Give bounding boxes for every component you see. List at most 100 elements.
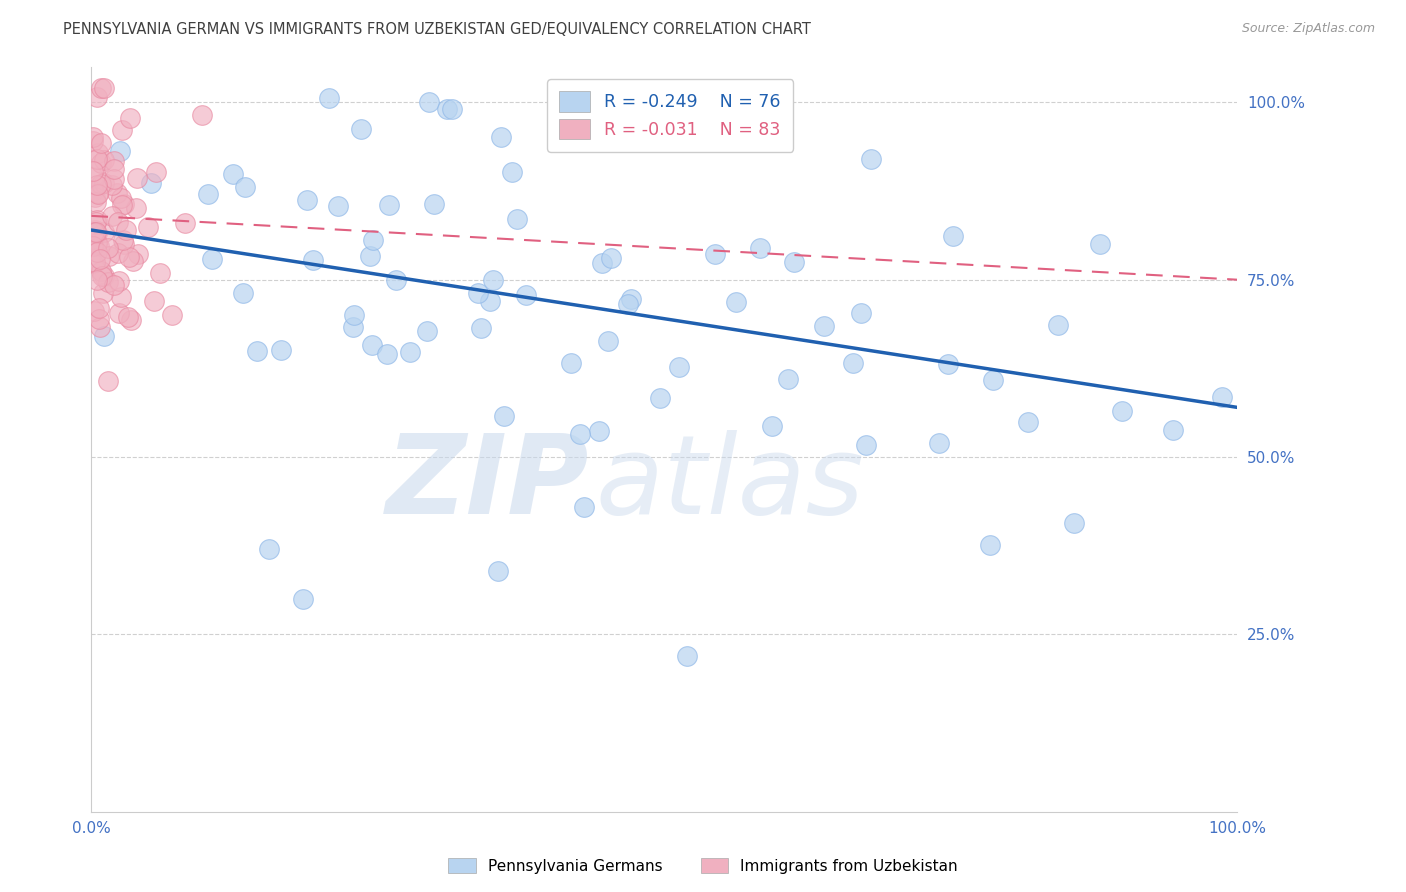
Point [749,241,772,255]
Point [86,186,108,200]
Point [398,344,420,359]
Point [111,122,134,136]
Point [617,297,640,311]
Point [86,244,108,259]
Legend: R = -0.249    N = 76, R = -0.031    N = 83: R = -0.249 N = 76, R = -0.031 N = 83 [547,79,793,152]
Point [375,346,398,360]
Point [942,228,965,243]
Point [89,319,111,334]
Point [117,310,139,325]
Point [191,107,214,121]
Point [83,255,105,269]
Point [83,223,105,237]
Point [82,129,104,144]
Point [842,356,865,370]
Point [136,219,159,234]
Point [360,338,382,352]
Point [83,226,105,240]
Point [676,648,699,663]
Point [197,187,219,202]
Point [83,304,105,318]
Point [478,293,501,308]
Point [600,252,623,266]
Point [491,130,513,145]
Point [86,152,108,166]
Point [90,81,112,95]
Point [572,500,595,514]
Point [222,167,245,181]
Point [233,180,256,194]
Point [87,312,110,326]
Point [928,435,950,450]
Point [361,233,384,247]
Point [86,213,108,227]
Point [90,156,112,170]
Point [111,198,134,212]
Point [105,186,128,200]
Point [118,250,141,264]
Point [139,176,162,190]
Point [143,293,166,308]
Point [89,239,111,253]
Point [328,199,350,213]
Point [82,184,104,198]
Point [588,424,610,438]
Point [1047,318,1070,332]
Point [127,170,149,185]
Point [120,111,142,125]
Text: PENNSYLVANIA GERMAN VS IMMIGRANTS FROM UZBEKISTAN GED/EQUIVALENCY CORRELATION CH: PENNSYLVANIA GERMAN VS IMMIGRANTS FROM U… [63,22,811,37]
Point [668,359,690,374]
Point [97,241,120,255]
Point [86,146,108,161]
Point [82,232,104,246]
Point [936,357,959,371]
Point [506,212,529,227]
Point [1111,404,1133,418]
Point [481,273,503,287]
Point [91,268,114,283]
Point [82,134,104,148]
Point [703,247,725,261]
Point [125,201,148,215]
Point [981,373,1004,387]
Point [501,165,523,179]
Point [87,187,110,202]
Point [103,162,125,177]
Point [115,223,138,237]
Point [112,196,135,211]
Point [782,254,804,268]
Point [598,334,620,349]
Point [112,237,135,252]
Point [1017,415,1039,429]
Point [813,319,835,334]
Point [568,427,591,442]
Point [82,163,104,178]
Point [145,165,167,179]
Point [86,90,108,104]
Point [91,286,114,301]
Point [342,308,364,322]
Point [359,249,381,263]
Point [103,153,125,168]
Point [127,247,149,261]
Point [93,269,115,284]
Point [423,197,446,211]
Point [97,275,120,289]
Point [418,95,440,110]
Point [761,419,783,434]
Point [103,172,125,186]
Point [82,255,104,269]
Point [110,191,132,205]
Point [591,256,613,270]
Point [515,288,537,302]
Point [350,122,373,136]
Point [385,273,408,287]
Point [173,216,195,230]
Point [295,193,318,207]
Point [416,324,439,338]
Point [84,226,107,240]
Point [979,538,1001,552]
Point [467,285,489,300]
Point [318,90,340,104]
Point [107,274,129,288]
